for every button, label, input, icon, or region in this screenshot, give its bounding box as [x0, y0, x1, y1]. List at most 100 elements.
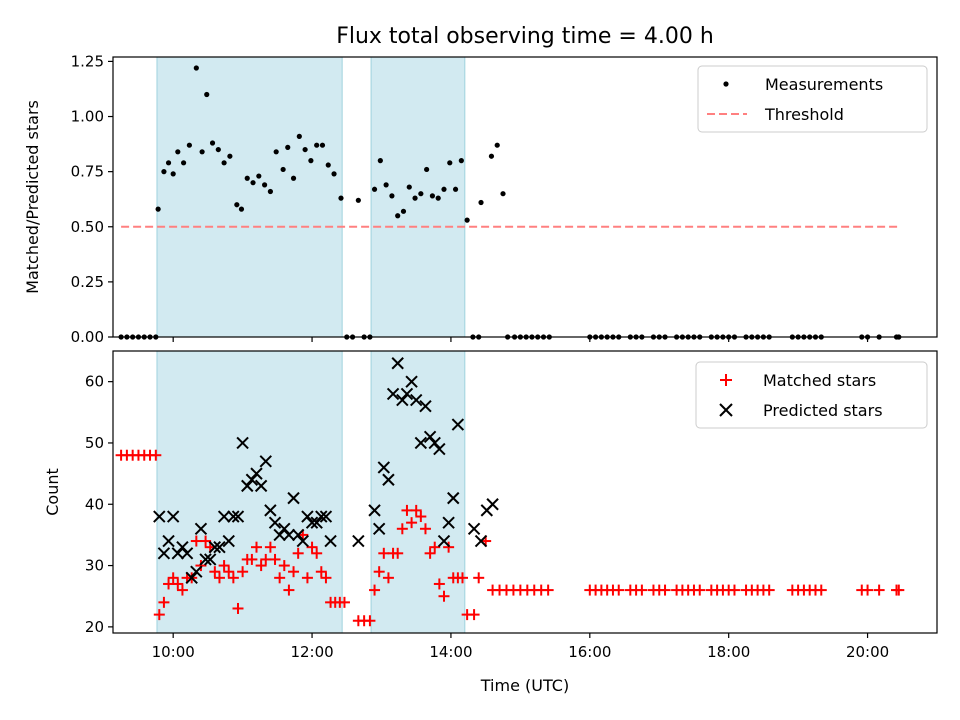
matched-star-point [232, 602, 244, 614]
predicted-star-point [377, 461, 391, 474]
matched-star-point [176, 584, 188, 596]
matched-star-point [167, 572, 179, 584]
predicted-star-point [405, 375, 418, 388]
matched-star-point [311, 547, 323, 559]
matched-star-point [893, 584, 905, 596]
matched-star-point [200, 535, 212, 547]
predicted-star-point [433, 442, 446, 456]
predicted-star-point [194, 522, 208, 535]
matched-star-point [373, 566, 385, 578]
measurement-point [221, 160, 227, 166]
matched-star-point [338, 596, 350, 608]
predicted-star-point [391, 357, 404, 370]
measurement-point [319, 142, 326, 148]
bottom-points [115, 357, 905, 627]
measurement-point [273, 149, 279, 155]
matched-star-point [364, 615, 376, 627]
predicted-star-point [382, 473, 395, 486]
measurement-point [383, 182, 389, 188]
matched-star-point [433, 578, 445, 590]
matched-star-point [542, 584, 554, 596]
measurement-point [193, 65, 199, 71]
matched-star-point [306, 541, 318, 553]
measurement-point [161, 169, 167, 175]
bottom-x-axis-label: Time (UTC) [480, 676, 569, 695]
top-x-ticks [172, 337, 869, 342]
matched-star-point [283, 584, 295, 596]
predicted-star-point [180, 547, 194, 560]
predicted-star-point [259, 455, 272, 468]
predicted-star-point [319, 510, 333, 523]
legend-predicted-marker [719, 403, 733, 417]
predicted-star-point [241, 479, 254, 493]
predicted-star-point [208, 540, 222, 554]
predicted-star-point [162, 534, 175, 548]
predicted-star-point [213, 540, 226, 554]
matched-star-point [292, 547, 304, 559]
matched-star-point [457, 572, 469, 584]
y-tick-label: 1.00 [71, 108, 104, 126]
shaded-interval-2 [370, 56, 466, 338]
matched-star-point [251, 541, 263, 553]
x-tick-label: 16:00 [568, 643, 611, 661]
bottom-panel-plot-area: 20 30 40 50 60 10:00 12:00 14:00 16:00 18:00 20:0… [43, 350, 938, 695]
predicted-star-point [410, 393, 423, 407]
predicted-star-point [254, 479, 268, 493]
y-tick-label: 1.25 [71, 52, 104, 70]
top-y-ticks: 0.00 0.25 0.50 0.75 1.00 1.25 [71, 52, 113, 346]
measurement-point [180, 160, 187, 166]
measurement-point [215, 146, 221, 153]
bottom-y-ticks: 20 30 40 50 60 [85, 373, 113, 636]
y-tick-label: 20 [85, 618, 104, 636]
predicted-star-point [278, 522, 291, 535]
matched-star-point [382, 572, 394, 584]
measurement-point [494, 142, 500, 148]
measurement-point [406, 184, 412, 190]
measurement-point [186, 142, 192, 148]
x-tick-label: 18:00 [707, 643, 750, 661]
y-tick-label: 30 [85, 557, 104, 575]
predicted-star-point [190, 565, 203, 578]
measurement-point [244, 175, 250, 181]
predicted-star-point [231, 510, 245, 523]
matched-star-point [227, 572, 239, 584]
measurement-point [209, 140, 216, 146]
matched-star-point [473, 572, 485, 584]
measurement-point [400, 208, 407, 214]
bottom-axes-frame [112, 350, 938, 634]
matched-star-point [150, 449, 162, 461]
measurement-point [447, 160, 453, 166]
measurement-point [234, 202, 240, 208]
measurement-point [296, 133, 302, 139]
y-tick-label: 0.00 [71, 328, 104, 346]
matched-star-point [613, 584, 625, 596]
shaded-interval-2 [370, 350, 466, 634]
matched-star-point [158, 596, 170, 608]
predicted-star-point [273, 528, 286, 542]
matched-star-point [255, 560, 267, 572]
y-tick-label: 50 [85, 434, 104, 452]
matched-star-point [438, 590, 450, 602]
measurement-point [389, 193, 395, 199]
measurement-point [170, 171, 176, 177]
matched-star-point [815, 584, 827, 596]
predicted-star-point [282, 528, 296, 542]
predicted-star-point [291, 528, 305, 542]
measurement-point [331, 171, 337, 177]
measurement-point [377, 158, 383, 164]
matched-star-point [424, 547, 436, 559]
predicted-star-point [419, 399, 432, 413]
predicted-star-point [352, 534, 365, 548]
matched-star-point [320, 572, 332, 584]
measurement-point [262, 182, 268, 188]
top-legend-box [697, 65, 928, 133]
matched-star-point [213, 572, 225, 584]
predicted-star-point [451, 418, 465, 431]
matched-star-point [172, 578, 184, 590]
predicted-star-point [396, 393, 409, 407]
predicted-star-point [204, 553, 217, 566]
legend-matched-label: Matched stars [763, 371, 876, 390]
measurement-point [395, 213, 401, 219]
measurement-point [175, 149, 181, 155]
